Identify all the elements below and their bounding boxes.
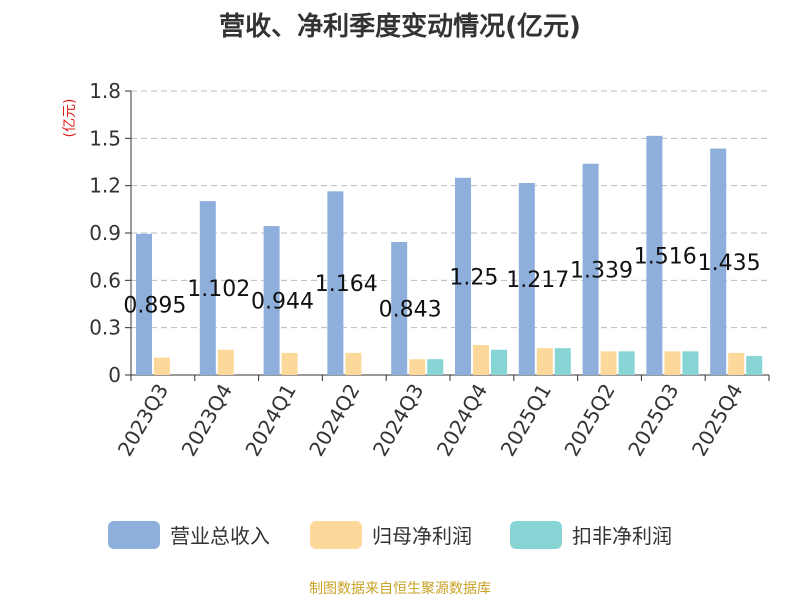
bar-revenue bbox=[582, 163, 599, 375]
bar-net-profit bbox=[728, 352, 745, 375]
x-tick-label: 2025Q4 bbox=[687, 380, 747, 461]
bar-net-profit bbox=[536, 348, 553, 375]
data-label: 0.895 bbox=[123, 293, 186, 318]
bar-revenue bbox=[327, 191, 344, 375]
bar-revenue bbox=[391, 241, 408, 375]
bar-net-profit bbox=[217, 349, 234, 375]
x-tick-label: 2025Q3 bbox=[623, 380, 683, 461]
bar-revenue bbox=[455, 177, 471, 375]
x-tick-label: 2023Q4 bbox=[177, 380, 237, 461]
bar-revenue bbox=[136, 233, 152, 375]
bar-net-profit bbox=[409, 359, 426, 375]
bar-net-profit bbox=[281, 352, 298, 375]
x-tick-label: 2024Q2 bbox=[304, 380, 364, 461]
x-tick-label: 2024Q3 bbox=[368, 380, 428, 461]
bar-revenue bbox=[646, 135, 663, 375]
y-tick-label: 0.6 bbox=[89, 268, 121, 292]
source-note: 制图数据来自恒生聚源数据库 bbox=[309, 581, 491, 597]
y-tick-label: 1.5 bbox=[89, 126, 121, 150]
x-tick-label: 2023Q3 bbox=[113, 380, 173, 461]
data-label: 1.25 bbox=[449, 265, 498, 290]
bar-revenue bbox=[518, 182, 535, 375]
bar-net-profit bbox=[154, 357, 170, 375]
legend-swatch bbox=[108, 521, 160, 549]
data-label: 1.164 bbox=[315, 272, 378, 297]
legend-label: 扣非净利润 bbox=[572, 524, 672, 548]
x-tick-label: 2025Q2 bbox=[559, 380, 619, 461]
x-tick-label: 2024Q4 bbox=[432, 380, 492, 461]
x-tick-label: 2024Q1 bbox=[240, 380, 300, 461]
y-tick-label: 1.8 bbox=[89, 79, 121, 103]
data-label: 0.944 bbox=[251, 290, 314, 315]
bar-revenue bbox=[199, 201, 216, 375]
legend-label: 归母净利润 bbox=[372, 524, 472, 548]
data-label: 1.102 bbox=[187, 277, 250, 302]
bar-net-profit bbox=[664, 351, 681, 375]
bar-deducted-net-profit bbox=[746, 356, 763, 375]
bar-deducted-net-profit bbox=[491, 349, 507, 375]
legend-swatch bbox=[510, 521, 562, 549]
bar-deducted-net-profit bbox=[682, 351, 699, 375]
y-axis-label: (亿元) bbox=[62, 99, 78, 138]
bar-net-profit bbox=[600, 351, 617, 375]
bar-net-profit bbox=[345, 352, 362, 375]
bar-net-profit bbox=[473, 345, 489, 375]
y-tick-label: 0.9 bbox=[89, 221, 121, 245]
y-tick-label: 1.2 bbox=[89, 174, 121, 198]
data-label: 0.843 bbox=[379, 297, 442, 322]
bar-revenue bbox=[710, 148, 727, 375]
data-label: 1.435 bbox=[698, 251, 761, 276]
bar-deducted-net-profit bbox=[554, 348, 571, 375]
y-tick-label: 0.3 bbox=[89, 316, 121, 340]
data-label: 1.217 bbox=[506, 268, 569, 293]
data-label: 1.339 bbox=[570, 258, 633, 283]
bar-deducted-net-profit bbox=[618, 351, 635, 375]
legend-swatch bbox=[310, 521, 362, 549]
x-tick-label: 2025Q1 bbox=[496, 380, 556, 461]
legend-label: 营业总收入 bbox=[170, 524, 270, 548]
chart-title: 营收、净利季度变动情况(亿元) bbox=[219, 12, 581, 42]
y-tick-label: 0 bbox=[108, 363, 121, 387]
bar-revenue bbox=[263, 226, 280, 375]
bar-deducted-net-profit bbox=[427, 359, 444, 375]
data-label: 1.516 bbox=[634, 244, 697, 269]
